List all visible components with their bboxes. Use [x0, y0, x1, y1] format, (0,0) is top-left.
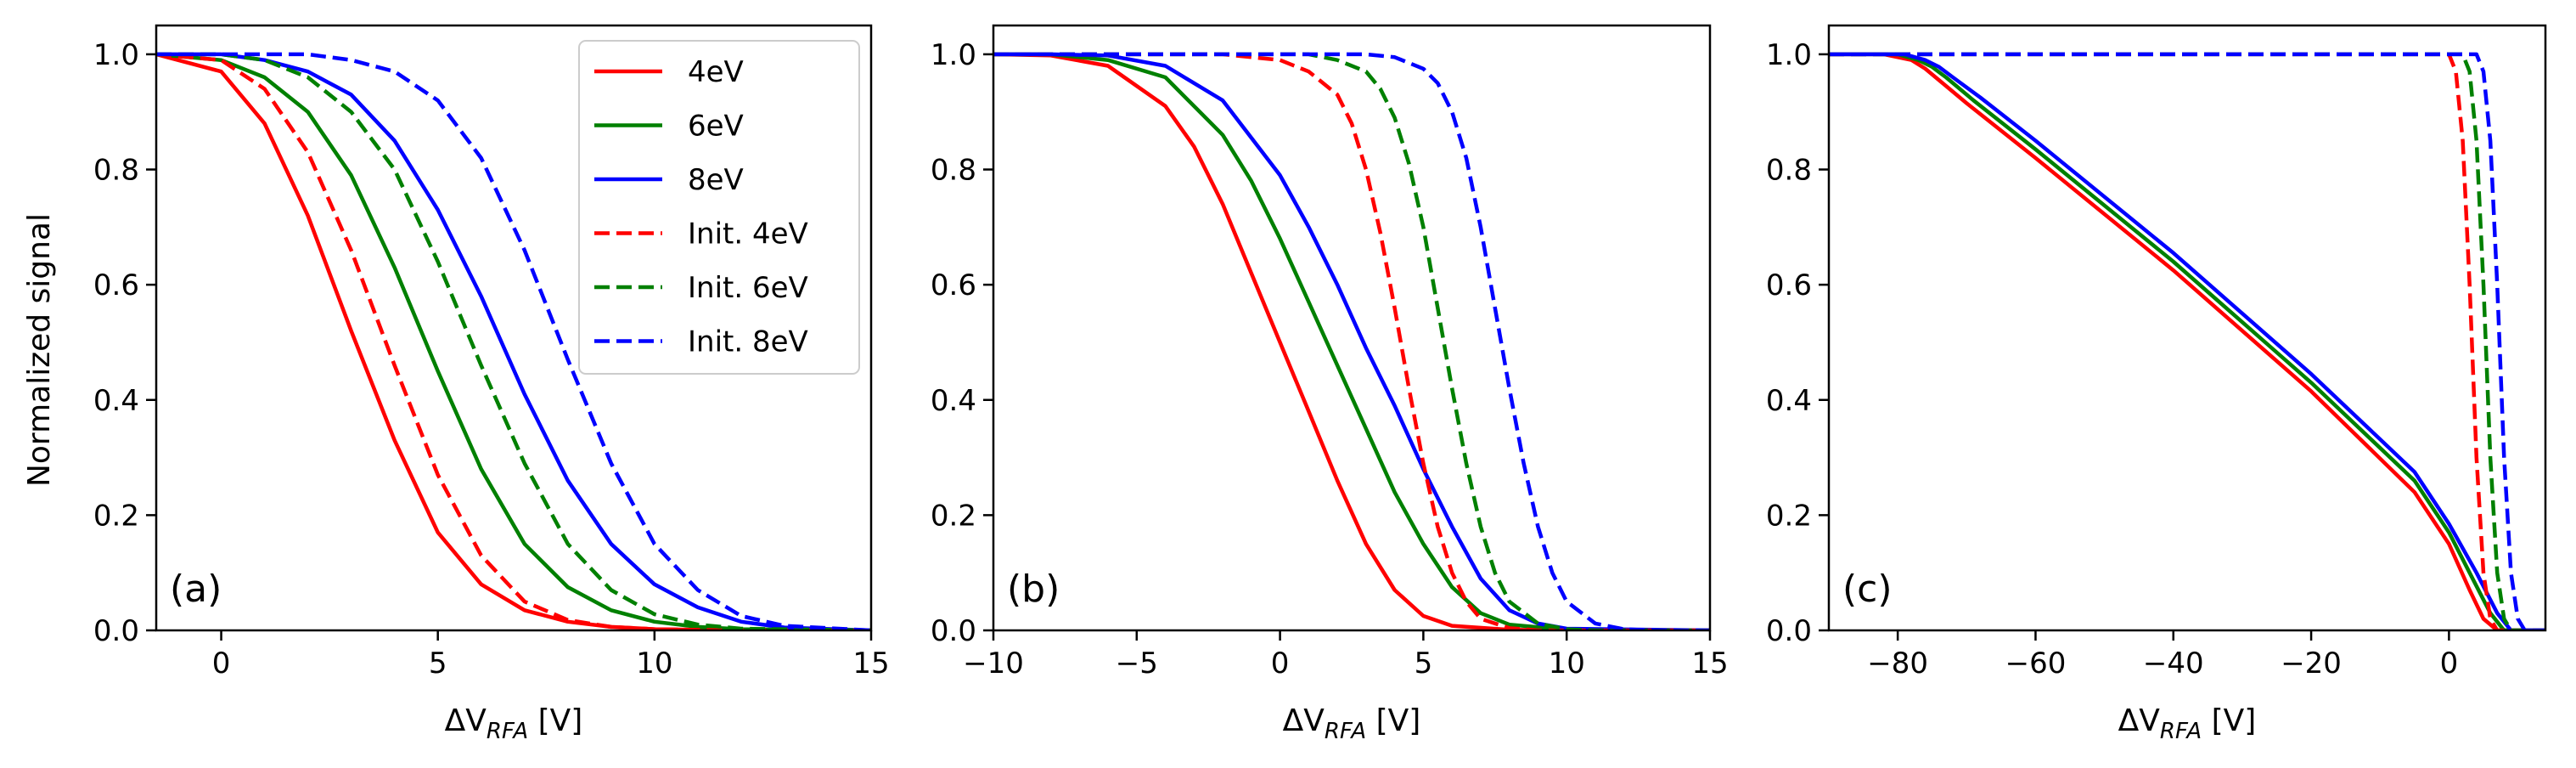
x-tick-label: 0: [212, 647, 231, 680]
series-line-init-8ev: [993, 52, 1710, 630]
x-tick-label: 15: [852, 647, 889, 680]
series-line-init-4ev: [1829, 52, 2545, 630]
legend-box: [578, 40, 860, 375]
y-tick-label: 0.0: [93, 614, 139, 648]
x-tick-label: 15: [1691, 647, 1728, 680]
y-tick-label: 1.0: [931, 38, 976, 72]
legend-label-init-4ev: Init. 4eV: [688, 217, 808, 251]
y-tick-label: 0.2: [93, 499, 139, 533]
y-tick-label: 0.4: [1766, 384, 1812, 418]
panel-a: 0 5 10 15 0.0 0.2 0.4 0.6 0.8 1.0 ΔVRFA [V] (a) 4eV 6…: [93, 24, 890, 744]
series-line-init-8ev: [156, 52, 871, 630]
series-line-init-6ev: [993, 52, 1710, 630]
series-line-4ev: [1829, 52, 2545, 630]
y-tick-label: 0.0: [1766, 614, 1812, 648]
series-group: [993, 52, 1710, 630]
x-tick-label: 5: [429, 647, 447, 680]
x-tick-label: −60: [2005, 647, 2067, 680]
axes-frame: [155, 24, 873, 632]
y-tick-label: 0.8: [1766, 154, 1812, 188]
series-line-6ev: [993, 52, 1710, 630]
series-line-8ev: [156, 52, 871, 630]
panel-c: −80 −60 −40 −20 0 0.0 0.2 0.4 0.6 0.8 1.0 ΔVRFA [V]…: [1766, 24, 2547, 744]
legend-label-6ev: 6eV: [688, 110, 744, 144]
series-line-init-8ev: [1829, 52, 2545, 630]
series-line-init-4ev: [993, 52, 1710, 630]
legend-label-init-8ev: Init. 8eV: [688, 325, 808, 359]
legend-label-init-6ev: Init. 6eV: [688, 271, 808, 305]
x-tick-label: −5: [1116, 647, 1158, 680]
y-tick-label: 0.4: [93, 384, 139, 418]
series-line-6ev: [1829, 52, 2545, 630]
x-tick-label: 0: [1271, 647, 1290, 680]
axes-frame: [1827, 24, 2547, 632]
series-line-8ev: [993, 52, 1710, 630]
series-line-8ev: [1829, 52, 2545, 630]
y-tick-label: 0.6: [93, 268, 139, 302]
panel-label: (c): [1842, 568, 1893, 611]
series-line-6ev: [156, 52, 871, 630]
x-tick-label: 5: [1415, 647, 1433, 680]
series-group: [1829, 52, 2545, 630]
y-tick-label: 0.8: [931, 154, 976, 188]
x-axis-label: ΔVRFA [V]: [1283, 703, 1421, 744]
x-tick-label: −20: [2281, 647, 2342, 680]
y-tick-label: 0.2: [931, 499, 976, 533]
y-tick-label: 0.6: [1766, 268, 1812, 302]
y-tick-label: 0.0: [931, 614, 976, 648]
y-tick-label: 1.0: [1766, 38, 1812, 72]
x-tick-label: −80: [1867, 647, 1928, 680]
y-tick-label: 0.4: [931, 384, 976, 418]
series-line-init-6ev: [1829, 52, 2545, 630]
y-tick-label: 1.0: [93, 38, 139, 72]
axes-frame: [992, 24, 1712, 632]
x-tick-label: −40: [2143, 647, 2204, 680]
x-tick-label: 0: [2440, 647, 2459, 680]
y-axis-label: Normalized signal: [22, 213, 57, 487]
panel-label: (b): [1007, 568, 1060, 611]
legend-label-8ev: 8eV: [688, 163, 744, 197]
series-group: [156, 52, 871, 630]
legend-label-4ev: 4eV: [688, 55, 744, 89]
series-line-init-6ev: [156, 52, 871, 630]
series-line-init-4ev: [156, 52, 871, 630]
x-tick-label: 10: [1549, 647, 1585, 680]
x-axis-label: ΔVRFA [V]: [2118, 703, 2257, 744]
x-axis-label: ΔVRFA [V]: [445, 703, 583, 744]
legend: 4eV 6eV 8eV Init. 4eV Init. 6eV Init. 8eV: [578, 40, 860, 375]
x-tick-label: 10: [636, 647, 672, 680]
series-line-4ev: [993, 52, 1710, 630]
x-tick-label: −10: [963, 647, 1024, 680]
panel-label: (a): [170, 568, 222, 611]
y-tick-label: 0.8: [93, 154, 139, 188]
y-tick-label: 0.6: [931, 268, 976, 302]
y-tick-label: 0.2: [1766, 499, 1812, 533]
panel-b: −10 −5 0 5 10 15 0.0 0.2 0.4 0.6 0.8 1.0 ΔVRFA [V] (b…: [931, 24, 1729, 744]
